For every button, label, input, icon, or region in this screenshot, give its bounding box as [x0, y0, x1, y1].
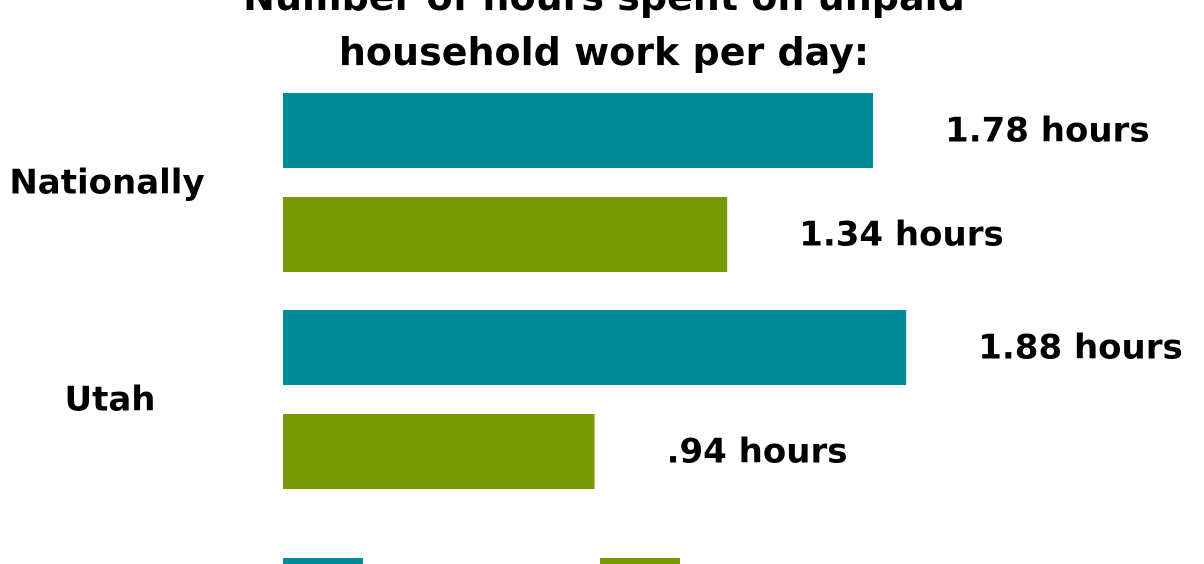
chart-title-line-2: household work per day: — [339, 30, 869, 74]
data-label-utah-series-2: .94 hours — [667, 432, 848, 472]
bar-nationally-series-1 — [283, 93, 874, 168]
category-label-nationally: Nationally — [9, 163, 204, 203]
legend-swatch-series-1 — [283, 558, 363, 564]
chart-title-line-1: Number of hours spent on unpaid — [243, 0, 965, 19]
data-label-nationally-series-2: 1.34 hours — [799, 215, 1004, 255]
bar-nationally-series-2 — [283, 197, 728, 272]
plot-area: Nationally 1.78 hours 1.34 hours Utah 1.88 h… — [9, 93, 1183, 489]
category-label-utah: Utah — [64, 380, 155, 420]
legend — [283, 558, 680, 564]
bar-utah-series-1 — [283, 310, 907, 385]
legend-swatch-series-2 — [600, 558, 680, 564]
bar-utah-series-2 — [283, 414, 595, 489]
data-label-nationally-series-1: 1.78 hours — [945, 111, 1150, 151]
data-label-utah-series-1: 1.88 hours — [978, 328, 1183, 368]
